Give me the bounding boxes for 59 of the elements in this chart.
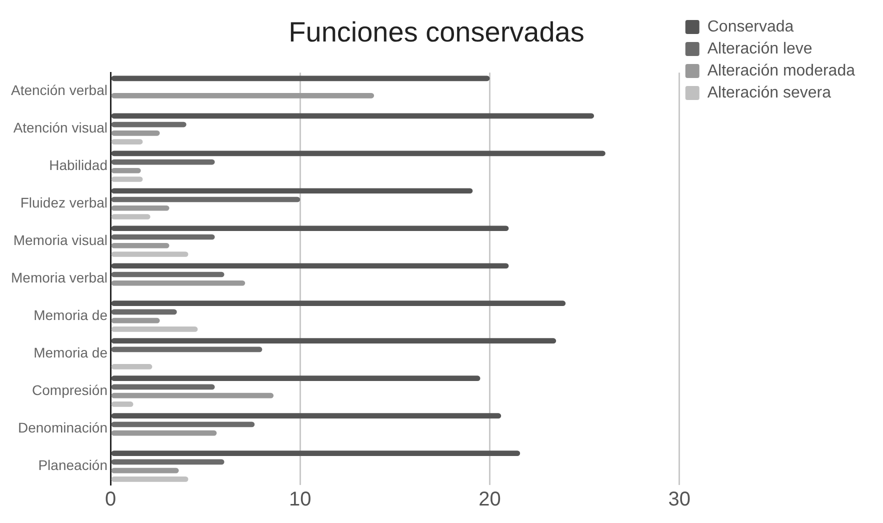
- y-tick-label: Memoria verbal: [11, 270, 108, 286]
- y-tick-label: Compresión: [32, 382, 108, 398]
- bar: [111, 130, 160, 136]
- bar: [111, 92, 374, 98]
- y-tick-label: Fluidez verbal: [20, 194, 108, 211]
- bar: [111, 139, 143, 144]
- x-tick-label: 20: [478, 488, 501, 511]
- bar: [111, 205, 170, 211]
- legend-label: Alteración severa: [707, 84, 832, 102]
- y-tick-label: Denominación: [18, 420, 108, 436]
- bar: [111, 214, 150, 220]
- bar: [111, 272, 224, 278]
- bar: [111, 176, 143, 182]
- bar: [111, 252, 188, 257]
- bar: [111, 159, 215, 165]
- x-tick-label: 30: [668, 488, 690, 511]
- bar: [111, 364, 152, 370]
- legend-label: Conservada: [707, 18, 794, 36]
- bar: [111, 168, 141, 174]
- x-tick-label: 10: [288, 488, 312, 511]
- y-tick-label: Memoria de: [34, 307, 108, 324]
- bar: [111, 413, 502, 419]
- bar: [111, 113, 594, 119]
- bar: [111, 476, 188, 482]
- y-tick-label: Memoria visual: [13, 232, 108, 248]
- bar: [111, 300, 566, 306]
- bar: [111, 338, 556, 344]
- bar: [111, 468, 179, 474]
- bar: [111, 309, 177, 315]
- bar: [111, 234, 215, 240]
- bar: [111, 346, 262, 352]
- bar: [111, 196, 300, 202]
- bar: [111, 242, 170, 248]
- bar: [111, 76, 490, 82]
- y-tick-label: Planeación: [38, 457, 108, 474]
- bar: [111, 402, 134, 407]
- y-tick-label: Memoria de: [34, 344, 108, 361]
- bar: [111, 392, 274, 398]
- bar: [111, 450, 520, 456]
- bar: [111, 150, 606, 156]
- bar: [111, 376, 480, 382]
- bar: [111, 188, 473, 194]
- legend-label: Alteración leve: [707, 40, 812, 58]
- legend-label: Alteración moderada: [707, 62, 856, 80]
- bar: [111, 318, 160, 324]
- chart-title: Funciones conservadas: [288, 16, 584, 48]
- bar: [111, 384, 215, 390]
- bar: [111, 263, 509, 269]
- bar: [111, 280, 246, 286]
- y-tick-label: Atención visual: [13, 120, 108, 136]
- x-tick-label: 0: [104, 488, 116, 511]
- bar: [111, 326, 198, 332]
- bar: [111, 226, 509, 232]
- bar: [111, 422, 255, 428]
- bar: [111, 430, 217, 436]
- bar: [111, 459, 224, 465]
- y-tick-label: Atención verbal: [10, 82, 108, 98]
- bar: [111, 122, 186, 128]
- y-tick-label: Habilidad: [49, 157, 108, 174]
